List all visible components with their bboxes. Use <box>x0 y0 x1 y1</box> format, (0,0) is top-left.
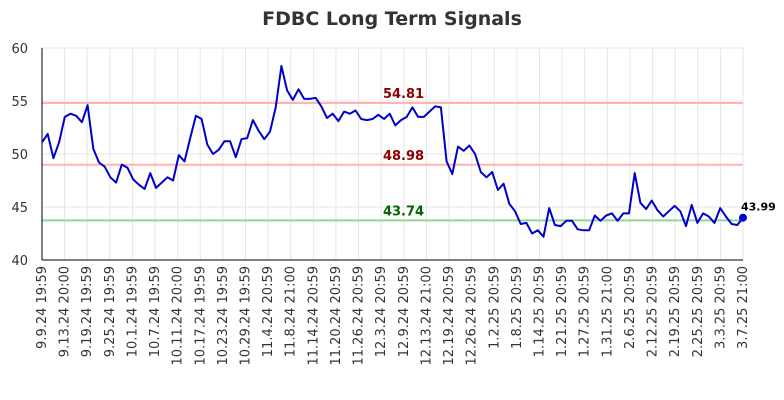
reference-lines: 54.81 48.98 43.74 <box>42 87 743 222</box>
x-tick-label: 1.27.25 20:59 <box>578 266 593 357</box>
x-tick-label: 9.9.24 19:59 <box>35 266 50 349</box>
x-tick-label: 11.14.24 20:59 <box>306 266 321 366</box>
axes <box>41 48 743 261</box>
x-tick-label: 12.26.24 20:59 <box>465 266 480 366</box>
x-tick-label: 10.11.24 20:00 <box>171 266 186 366</box>
y-tick-labels: 40 45 50 55 60 <box>11 42 28 269</box>
chart-title: FDBC Long Term Signals <box>262 8 522 30</box>
x-tick-label: 10.7.24 19:59 <box>148 266 163 357</box>
x-tick-label: 2.6.25 20:59 <box>623 266 638 349</box>
x-tick-label: 10.29.24 19:59 <box>239 266 254 366</box>
x-tick-label: 10.17.24 19:59 <box>193 266 208 366</box>
y-tick-label: 60 <box>11 42 28 57</box>
y-tick-label: 40 <box>11 254 28 269</box>
grid <box>41 47 744 261</box>
last-value-label: 43.99 <box>741 201 776 214</box>
x-tick-label: 2.25.25 20:59 <box>691 266 706 357</box>
reference-line-label: 48.98 <box>383 149 424 164</box>
x-tick-label: 1.21.25 20:59 <box>555 266 570 357</box>
x-tick-label: 9.19.24 19:59 <box>80 266 95 357</box>
x-tick-label: 11.20.24 20:59 <box>329 266 344 366</box>
x-tick-label: 11.8.24 21:00 <box>284 266 299 357</box>
x-tick-label: 12.19.24 20:59 <box>442 266 457 366</box>
reference-line-label: 54.81 <box>383 87 424 102</box>
y-tick-label: 55 <box>11 95 28 110</box>
x-tick-labels: 9.9.24 19:59 9.13.24 20:00 9.19.24 19:59 9.… <box>35 266 751 366</box>
reference-line-label: 43.74 <box>383 204 424 219</box>
series-line <box>41 65 744 238</box>
x-tick-label: 11.4.24 20:59 <box>261 266 276 357</box>
x-tick-label: 12.9.24 20:59 <box>397 266 412 357</box>
last-value-point <box>739 213 747 222</box>
x-tick-label: 12.13.24 21:00 <box>419 266 434 366</box>
x-tick-label: 11.26.24 20:59 <box>352 266 367 366</box>
y-tick-label: 50 <box>11 148 28 163</box>
x-tick-label: 12.3.24 20:59 <box>374 266 389 357</box>
x-tick-label: 2.19.25 20:59 <box>668 266 683 357</box>
x-tick-label: 3.3.25 20:59 <box>713 266 728 349</box>
x-tick-label: 10.1.24 19:59 <box>125 266 140 357</box>
x-tick-label: 3.7.25 21:00 <box>736 266 751 349</box>
series-group: 43.99 <box>41 65 776 238</box>
x-tick-label: 10.23.24 19:59 <box>216 266 231 366</box>
x-tick-label: 1.14.25 20:59 <box>532 266 547 357</box>
x-tick-label: 1.2.25 20:59 <box>487 266 502 349</box>
x-tick-label: 1.31.25 21:00 <box>600 266 615 357</box>
x-tick-label: 9.13.24 20:00 <box>58 266 73 357</box>
x-tick-label: 9.25.24 19:59 <box>103 266 118 357</box>
y-tick-label: 45 <box>11 201 28 216</box>
x-tick-label: 2.12.25 20:59 <box>646 266 661 357</box>
x-tick-label: 1.8.25 20:59 <box>510 266 525 349</box>
